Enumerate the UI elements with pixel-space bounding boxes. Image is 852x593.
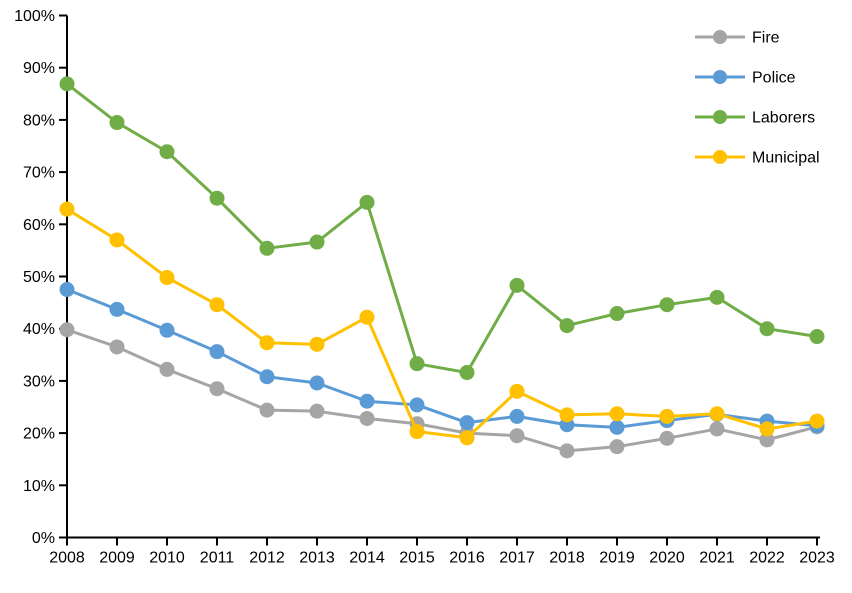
point-fire-2022 xyxy=(759,432,775,448)
point-municipal-2020 xyxy=(659,408,675,424)
y-tick-label: 0% xyxy=(32,530,55,547)
point-municipal-2023 xyxy=(809,413,825,429)
point-laborers-2018 xyxy=(559,318,575,334)
y-tick-label: 20% xyxy=(23,426,55,443)
point-laborers-2010 xyxy=(159,144,175,160)
x-tick-label: 2009 xyxy=(99,550,135,567)
legend-label-fire: Fire xyxy=(752,30,780,47)
legend-label-police: Police xyxy=(752,70,796,87)
point-fire-2011 xyxy=(209,381,225,397)
x-tick-label: 2016 xyxy=(449,550,485,567)
y-tick-label: 10% xyxy=(23,478,55,495)
point-police-2012 xyxy=(259,369,275,385)
x-tick-label: 2015 xyxy=(399,550,435,567)
point-municipal-2021 xyxy=(709,406,725,422)
point-fire-2008 xyxy=(59,322,75,338)
point-police-2016 xyxy=(459,415,475,431)
legend-marker-police xyxy=(713,70,727,84)
x-tick-label: 2008 xyxy=(49,550,85,567)
point-police-2014 xyxy=(359,393,375,409)
point-laborers-2022 xyxy=(759,321,775,337)
point-fire-2014 xyxy=(359,410,375,426)
point-laborers-2013 xyxy=(309,234,325,250)
point-fire-2013 xyxy=(309,403,325,419)
point-municipal-2011 xyxy=(209,297,225,313)
point-municipal-2015 xyxy=(409,424,425,440)
point-municipal-2022 xyxy=(759,421,775,437)
point-laborers-2017 xyxy=(509,277,525,293)
legend-label-municipal: Municipal xyxy=(752,150,820,167)
point-police-2013 xyxy=(309,375,325,391)
legend-label-laborers: Laborers xyxy=(752,110,815,127)
x-tick-label: 2023 xyxy=(799,550,835,567)
point-laborers-2020 xyxy=(659,297,675,313)
point-police-2009 xyxy=(109,301,125,317)
x-tick-label: 2012 xyxy=(249,550,285,567)
series-line-municipal xyxy=(65,207,819,440)
point-police-2017 xyxy=(509,408,525,424)
y-tick-label: 60% xyxy=(23,217,55,234)
point-fire-2020 xyxy=(659,430,675,446)
series-line-laborers xyxy=(65,82,819,375)
point-laborers-2011 xyxy=(209,190,225,206)
point-fire-2010 xyxy=(159,361,175,377)
point-municipal-2016 xyxy=(459,430,475,446)
point-police-2011 xyxy=(209,344,225,360)
y-tick-label: 50% xyxy=(23,269,55,286)
point-municipal-2014 xyxy=(359,309,375,325)
point-laborers-2023 xyxy=(809,329,825,345)
x-tick-label: 2020 xyxy=(649,550,685,567)
point-police-2010 xyxy=(159,322,175,338)
point-laborers-2014 xyxy=(359,194,375,210)
point-municipal-2017 xyxy=(509,383,525,399)
point-laborers-2008 xyxy=(59,76,75,92)
legend-marker-municipal xyxy=(713,150,727,164)
point-laborers-2009 xyxy=(109,115,125,131)
y-tick-label: 80% xyxy=(23,112,55,129)
point-laborers-2021 xyxy=(709,289,725,305)
point-fire-2021 xyxy=(709,421,725,437)
point-municipal-2009 xyxy=(109,232,125,248)
point-municipal-2012 xyxy=(259,335,275,351)
point-municipal-2008 xyxy=(59,201,75,217)
point-laborers-2015 xyxy=(409,356,425,372)
point-laborers-2019 xyxy=(609,306,625,322)
x-tick-label: 2013 xyxy=(299,550,335,567)
y-tick-label: 70% xyxy=(23,165,55,182)
point-police-2008 xyxy=(59,282,75,298)
point-fire-2019 xyxy=(609,439,625,455)
x-tick-label: 2019 xyxy=(599,550,635,567)
point-municipal-2019 xyxy=(609,406,625,422)
series-line-police xyxy=(65,288,819,429)
point-laborers-2012 xyxy=(259,240,275,256)
point-fire-2012 xyxy=(259,402,275,418)
x-tick-label: 2021 xyxy=(699,550,735,567)
y-tick-label: 90% xyxy=(23,60,55,77)
point-municipal-2013 xyxy=(309,336,325,352)
x-tick-label: 2017 xyxy=(499,550,535,567)
y-tick-label: 100% xyxy=(14,8,55,25)
point-police-2015 xyxy=(409,397,425,413)
legend-marker-fire xyxy=(713,30,727,44)
x-tick-label: 2010 xyxy=(149,550,185,567)
point-fire-2018 xyxy=(559,443,575,459)
point-police-2019 xyxy=(609,419,625,435)
point-fire-2009 xyxy=(109,339,125,355)
point-municipal-2018 xyxy=(559,407,575,423)
legend-marker-laborers xyxy=(713,110,727,124)
x-tick-label: 2011 xyxy=(200,550,235,567)
x-tick-label: 2022 xyxy=(749,550,785,567)
series-line-fire xyxy=(65,328,819,453)
y-tick-label: 40% xyxy=(23,321,55,338)
x-tick-label: 2014 xyxy=(349,550,385,567)
point-fire-2017 xyxy=(509,428,525,444)
x-tick-label: 2018 xyxy=(549,550,585,567)
point-laborers-2016 xyxy=(459,365,475,381)
y-tick-label: 30% xyxy=(23,373,55,390)
point-municipal-2010 xyxy=(159,270,175,286)
